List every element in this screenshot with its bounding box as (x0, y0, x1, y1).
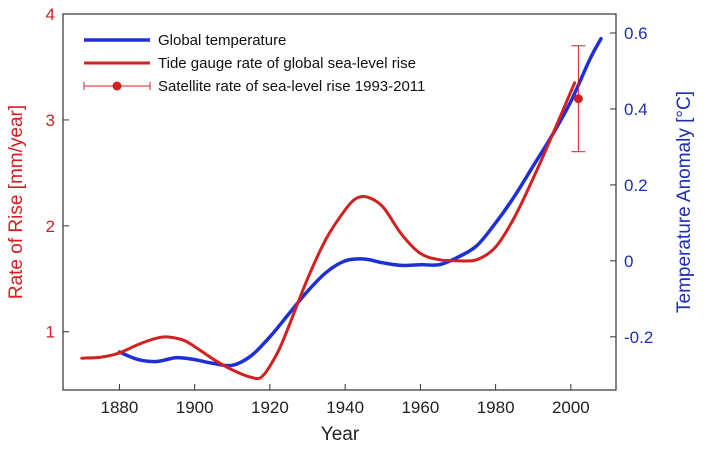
legend: Global temperature Tide gauge rate of gl… (83, 32, 425, 95)
sea-level-rate-line (80, 81, 577, 381)
x-tick-label: 1960 (401, 398, 439, 417)
right-axis-title: Temperature Anomaly [°C] (674, 91, 695, 313)
left-axis-ticks: 1 2 3 4 (46, 5, 69, 342)
x-tick-label: 1920 (251, 398, 289, 417)
right-axis-ticks: -0.2 0 0.2 0.4 0.6 (610, 24, 653, 347)
x-axis-title: Year (321, 424, 360, 445)
right-tick-label: 0.4 (624, 100, 648, 119)
x-tick-label: 1980 (477, 398, 515, 417)
x-tick-label: 1900 (176, 398, 214, 417)
left-tick-label: 3 (46, 111, 55, 130)
left-tick-label: 1 (46, 323, 55, 342)
satellite-point (573, 94, 583, 104)
right-tick-label: 0 (624, 252, 633, 271)
x-axis-ticks: 1880 1900 1920 1940 1960 1980 2000 (101, 384, 590, 417)
left-tick-label: 2 (46, 217, 55, 236)
legend-label-satellite: Satellite rate of sea-level rise 1993-20… (158, 78, 425, 95)
right-tick-label: 0.6 (624, 24, 648, 43)
x-tick-label: 2000 (552, 398, 590, 417)
global-temperature-line (117, 36, 603, 368)
right-tick-label: 0.2 (624, 176, 648, 195)
left-tick-label: 4 (46, 5, 55, 24)
legend-label-sea-level: Tide gauge rate of global sea-level rise (158, 55, 416, 72)
legend-marker-satellite (112, 81, 122, 91)
plot-series (80, 36, 603, 381)
left-axis-title: Rate of Rise [mm/year] (6, 105, 27, 299)
x-tick-label: 1940 (326, 398, 364, 417)
legend-label-temperature: Global temperature (158, 32, 286, 49)
x-tick-label: 1880 (101, 398, 139, 417)
plot-frame (62, 13, 617, 391)
right-tick-label: -0.2 (624, 328, 653, 347)
